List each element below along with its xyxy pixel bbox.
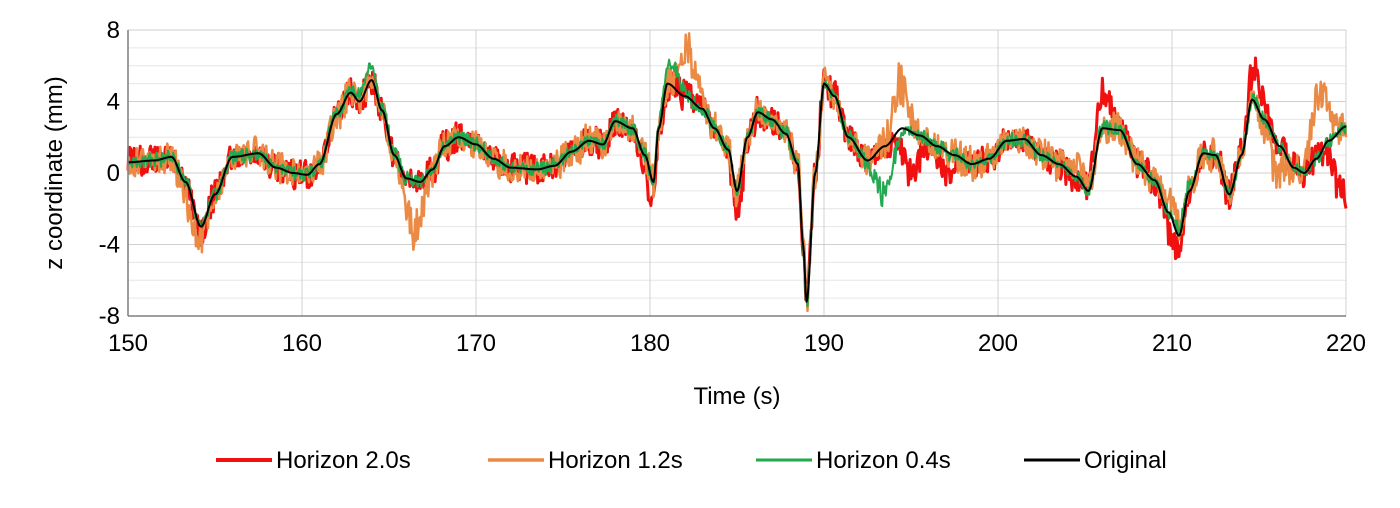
- x-tick-label: 210: [1152, 330, 1192, 357]
- x-tick-label: 170: [456, 330, 496, 357]
- y-tick-label: 4: [107, 89, 120, 116]
- y-tick-label: -8: [99, 303, 120, 330]
- series-layer: [126, 32, 1348, 313]
- legend-label: Original: [1084, 447, 1167, 474]
- x-tick-label: 150: [108, 330, 148, 357]
- x-tick-label: 160: [282, 330, 322, 357]
- y-axis-title: z coordinate (mm): [41, 76, 68, 269]
- y-tick-label: 8: [107, 17, 120, 44]
- legend-label: Horizon 1.2s: [548, 447, 683, 474]
- tick-labels: 150 160 170 180 190 200 210 220 -8 -4 0 4 8: [99, 17, 1366, 357]
- x-tick-label: 180: [630, 330, 670, 357]
- x-tick-label: 220: [1326, 330, 1366, 357]
- x-axis-title: Time (s): [693, 383, 780, 410]
- series-line-original: [127, 79, 1347, 303]
- x-tick-label: 190: [804, 330, 844, 357]
- y-tick-label: 0: [107, 160, 120, 187]
- axes: [127, 30, 1346, 317]
- x-tick-label: 200: [978, 330, 1018, 357]
- legend-label: Horizon 0.4s: [816, 447, 951, 474]
- y-tick-label: -4: [99, 232, 120, 259]
- legend: Horizon 2.0s Horizon 1.2s Horizon 0.4s Orig…: [216, 447, 1167, 474]
- legend-label: Horizon 2.0s: [276, 447, 411, 474]
